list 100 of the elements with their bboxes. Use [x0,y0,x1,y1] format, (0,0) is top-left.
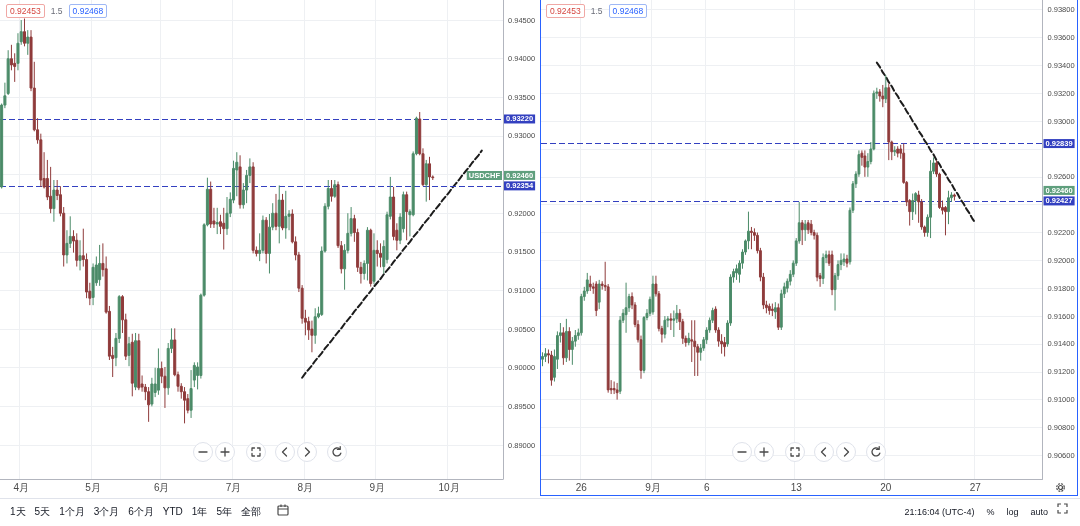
candlestick [723,336,727,357]
x-tick-label: 9月 [369,481,386,493]
candlestick [78,239,82,271]
candlestick [251,161,255,254]
candlestick [896,145,900,158]
candlestick [893,145,897,157]
candlestick [333,179,337,199]
candlestick [428,156,432,201]
candlestick [330,179,334,203]
candlestick [594,280,598,317]
candlestick [277,184,281,244]
candlestick [944,205,947,236]
text: 5天 [34,505,51,519]
text: 全部 [240,505,261,519]
x-tick-label: 26 [575,481,588,493]
candlestick [687,332,691,346]
candlestick [911,193,915,221]
candlestick [809,219,813,236]
x-tick-label: 8月 [297,481,314,493]
text: 1年 [191,505,208,519]
candlestick [365,226,369,281]
x-tick-label: 10月 [438,481,460,493]
candlestick [773,301,777,320]
annotation: 0.92453 [546,4,585,18]
line-series [875,61,977,224]
candlestick [405,191,409,241]
x-tick-label: 4月 [13,481,30,493]
candlestick [375,239,379,268]
candlestick [163,366,167,409]
candlestick [767,303,771,316]
candlestick [953,193,956,202]
candlestick [372,232,376,285]
candlestick [881,84,885,108]
annotation: 0.92468 [608,4,648,18]
text: YTD [162,505,183,519]
candlestick [130,333,134,397]
candlestick [225,196,229,236]
candlestick [284,190,288,240]
x-tick-label: 5月 [85,481,101,493]
candlestick [544,347,547,363]
candlestick [137,333,141,391]
x-tick-label: 6 [703,481,710,493]
candlestick [947,190,950,225]
candlestick [98,244,102,287]
candlestick [803,219,807,242]
candlestick [264,216,268,264]
candlestick [929,159,932,239]
candlestick [830,250,834,296]
x-tick-label: 20 [880,481,892,493]
candlestick [845,254,849,268]
text: 1天 [10,505,26,519]
candlestick [26,29,30,56]
x-tick-label: 7月 [225,481,242,493]
candlestick [884,74,888,104]
candlestick [842,252,846,267]
candlestick [424,159,428,203]
candlestick [281,193,285,231]
candlestick [735,264,738,281]
candlestick [663,315,667,339]
candlestick [127,336,131,367]
candlestick [651,275,655,316]
candlestick [669,312,673,331]
candlestick [878,88,882,103]
candlestick [310,320,314,353]
text: 21:16:04 (UTC-4) [904,506,975,518]
annotation: 1.5 [590,6,603,16]
candlestick [776,303,780,331]
candlestick [134,332,138,391]
x-tick-label: 6月 [153,481,170,493]
candlestick [52,179,56,223]
candlestick [238,154,242,210]
candlestick [693,319,697,377]
candlestick [274,193,278,231]
candlestick [369,228,373,288]
text: % [986,506,995,518]
text: auto [1030,506,1048,518]
candlestick [313,307,317,345]
candlestick [567,326,571,362]
candlestick [22,18,27,47]
annotation: 0.92468 [68,4,108,18]
text: 5年 [216,505,232,519]
annotation: 1.5 [50,6,63,16]
candlestick [379,242,383,268]
x-tick-label: 9月 [645,481,661,493]
candlestick [624,282,628,334]
candlestick [156,347,160,396]
candlestick [222,207,226,251]
candlestick [147,386,151,423]
candlestick [821,252,825,285]
candlestick [215,207,219,235]
candlestick [770,303,774,317]
text: log [1006,506,1019,518]
text: 1个月 [59,505,85,519]
candlestick [183,386,187,424]
candlestick [887,83,891,161]
candlestick [564,318,568,363]
text: 3个月 [93,505,120,519]
annotation: 0.92453 [6,4,45,18]
candlestick [75,232,79,268]
text: 6个月 [128,505,154,519]
